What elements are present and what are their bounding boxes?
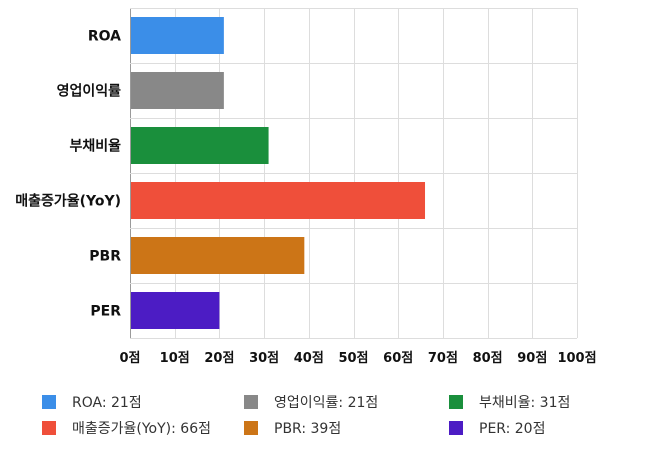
bar[interactable] — [131, 292, 220, 329]
bar[interactable] — [131, 17, 224, 54]
legend-item[interactable]: ROA: 21점 — [42, 393, 142, 411]
x-tick-label: 20점 — [204, 351, 234, 366]
bar[interactable] — [131, 182, 426, 219]
legend-swatch — [244, 395, 258, 409]
category-label: 영업이익률 — [57, 83, 122, 100]
x-tick-label: 60점 — [383, 351, 413, 366]
legend-label: 부채비율: 31점 — [479, 395, 571, 411]
legend-item[interactable]: 영업이익률: 21점 — [244, 393, 378, 411]
bar[interactable] — [131, 72, 224, 109]
legend-label: PER: 20점 — [479, 421, 546, 437]
x-tick-label: 0점 — [119, 351, 140, 366]
legend-swatch — [449, 395, 463, 409]
legend-swatch — [244, 421, 258, 435]
x-tick-label: 30점 — [249, 351, 279, 366]
category-label: 부채비율 — [69, 138, 121, 155]
legend-item[interactable]: PBR: 39점 — [244, 419, 341, 437]
category-label: 매출증가율(YoY) — [15, 193, 121, 210]
category-label: ROA — [88, 29, 121, 45]
x-tick-label: 100점 — [557, 351, 596, 366]
legend-swatch — [42, 395, 56, 409]
bar[interactable] — [131, 127, 269, 164]
legend-swatch — [42, 421, 56, 435]
legend-label: ROA: 21점 — [72, 395, 142, 411]
x-tick-label: 70점 — [428, 351, 458, 366]
legend-item[interactable]: PER: 20점 — [449, 419, 545, 437]
grid — [130, 8, 578, 339]
x-tick-label: 90점 — [517, 351, 547, 366]
category-label: PBR — [89, 249, 121, 265]
legend-swatch — [449, 421, 463, 435]
x-tick-label: 80점 — [473, 351, 503, 366]
x-tick-label: 50점 — [338, 351, 368, 366]
legend-label: 영업이익률: 21점 — [274, 395, 379, 411]
legend-label: PBR: 39점 — [274, 421, 342, 437]
x-tick-label: 40점 — [294, 351, 324, 366]
legend-item[interactable]: 매출증가율(YoY): 66점 — [42, 419, 211, 437]
legend-label: 매출증가율(YoY): 66점 — [72, 421, 211, 437]
category-label: PER — [90, 304, 121, 320]
x-tick-labels: 0점 10점 20점 30점 40점 50점 60점 70점 80점 90점 100점 — [119, 351, 596, 366]
bar[interactable] — [131, 237, 305, 274]
legend-item[interactable]: 부채비율: 31점 — [449, 393, 570, 411]
x-tick-label: 10점 — [160, 351, 190, 366]
bars — [131, 17, 426, 329]
